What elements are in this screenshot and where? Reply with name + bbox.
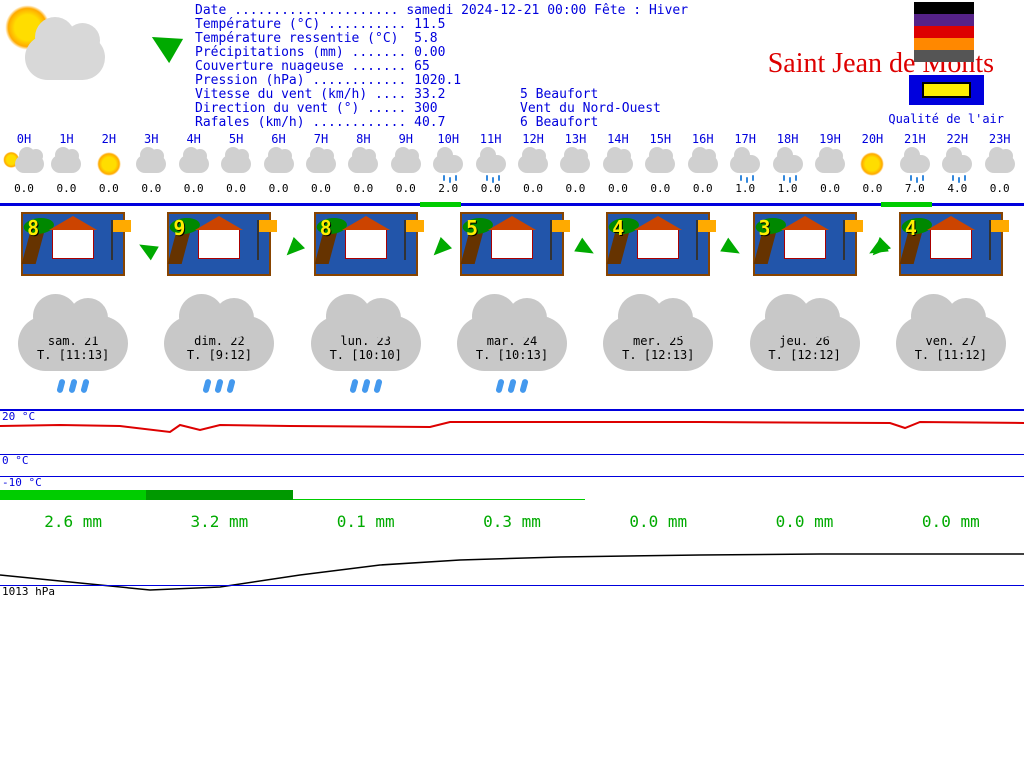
hour-col: 0H0.0 bbox=[4, 132, 44, 195]
flag-stack bbox=[914, 2, 974, 62]
header: Date ..................... samedi 2024-1… bbox=[0, 0, 1024, 130]
precip-value: 0.0 mm bbox=[922, 512, 980, 531]
air-quality-label: Qualité de l'air bbox=[888, 112, 1004, 126]
hour-col: 21H7.0 bbox=[895, 132, 935, 195]
info-extra: 5 Beaufort Vent du Nord-Ouest 6 Beaufort bbox=[520, 88, 661, 130]
precip-value: 3.2 mm bbox=[191, 512, 249, 531]
precip-value: 0.3 mm bbox=[483, 512, 541, 531]
hour-col: 19H0.0 bbox=[810, 132, 850, 195]
hour-col: 3H0.0 bbox=[131, 132, 171, 195]
hour-col: 16H0.0 bbox=[683, 132, 723, 195]
hour-col: 17H1.0 bbox=[725, 132, 765, 195]
week-forecast: 8sam. 21T. [11:13]9dim. 22T. [9:12]8lun.… bbox=[0, 212, 1024, 399]
hour-col: 15H0.0 bbox=[640, 132, 680, 195]
wind-direction-arrow bbox=[145, 25, 183, 63]
pressure-chart: 1013 hPa bbox=[0, 535, 1024, 645]
precip-value: 0.0 mm bbox=[629, 512, 687, 531]
hour-col: 11H0.0 bbox=[471, 132, 511, 195]
hour-col: 10H2.0 bbox=[428, 132, 468, 195]
day-forecast: 8sam. 21T. [11:13] bbox=[3, 212, 143, 399]
separator bbox=[0, 203, 1024, 206]
day-forecast: 4ven. 27T. [11:12] bbox=[881, 212, 1021, 399]
hour-col: 5H0.0 bbox=[216, 132, 256, 195]
hour-col: 8H0.0 bbox=[343, 132, 383, 195]
hour-col: 22H4.0 bbox=[937, 132, 977, 195]
precip-value: 2.6 mm bbox=[44, 512, 102, 531]
current-weather-icon bbox=[10, 10, 110, 90]
precip-values: 2.6 mm 3.2 mm 0.1 mm 0.3 mm 0.0 mm 0.0 mm 0.0 … bbox=[0, 512, 1024, 531]
day-forecast: 5mar. 24T. [10:13] bbox=[442, 212, 582, 399]
temperature-chart: 20 °C0 °C-10 °C bbox=[0, 409, 1024, 490]
hour-col: 18H1.0 bbox=[768, 132, 808, 195]
hourly-row: 0H0.01H0.02H0.03H0.04H0.05H0.06H0.07H0.0… bbox=[0, 132, 1024, 195]
hour-col: 7H0.0 bbox=[301, 132, 341, 195]
hour-col: 2H0.0 bbox=[89, 132, 129, 195]
day-forecast: 9dim. 22T. [9:12] bbox=[149, 212, 289, 399]
hour-col: 4H0.0 bbox=[174, 132, 214, 195]
day-forecast: 8lun. 23T. [10:10] bbox=[296, 212, 436, 399]
hour-col: 23H0.0 bbox=[980, 132, 1020, 195]
hour-col: 1H0.0 bbox=[46, 132, 86, 195]
day-forecast: 4mer. 25T. [12:13] bbox=[588, 212, 728, 399]
precip-bars bbox=[0, 490, 1024, 500]
hour-col: 9H0.0 bbox=[386, 132, 426, 195]
hour-col: 6H0.0 bbox=[259, 132, 299, 195]
hour-col: 20H0.0 bbox=[852, 132, 892, 195]
day-forecast: 3jeu. 26T. [12:12] bbox=[735, 212, 875, 399]
hour-col: 14H0.0 bbox=[598, 132, 638, 195]
hour-col: 12H0.0 bbox=[513, 132, 553, 195]
air-quality-box bbox=[909, 75, 984, 105]
precip-value: 0.0 mm bbox=[776, 512, 834, 531]
hour-col: 13H0.0 bbox=[555, 132, 595, 195]
precip-value: 0.1 mm bbox=[337, 512, 395, 531]
